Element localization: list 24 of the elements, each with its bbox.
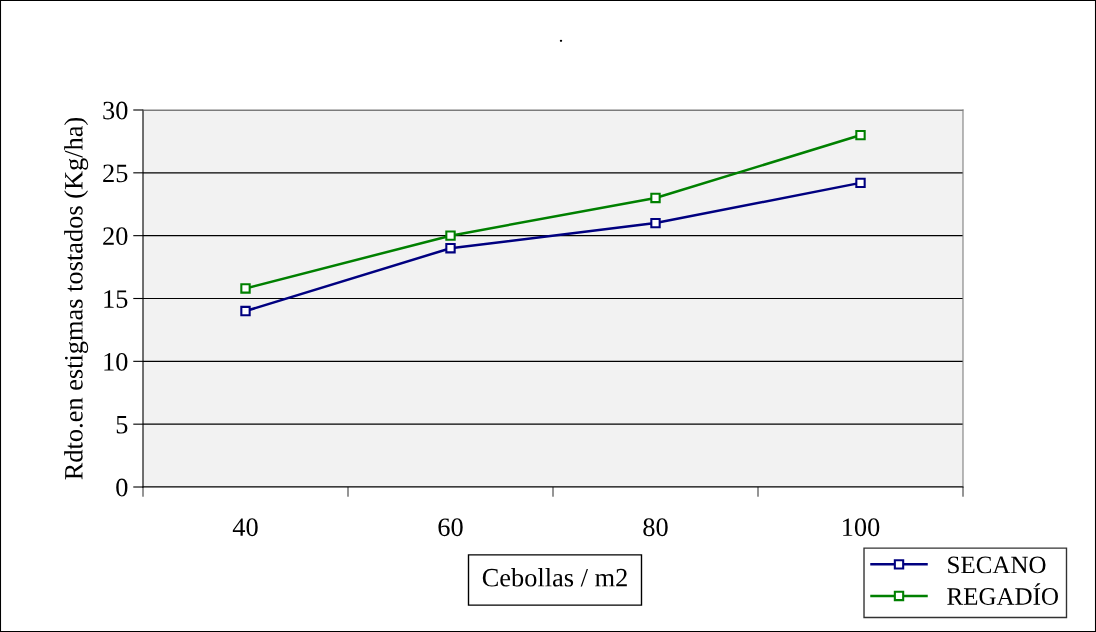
chart-title: . xyxy=(559,39,563,42)
point xyxy=(855,177,866,189)
legend-label: REGADÍO xyxy=(947,583,1058,605)
y-tick-label: 5 xyxy=(116,416,128,434)
y-tick-label: 30 xyxy=(103,101,128,120)
point xyxy=(240,305,251,317)
point xyxy=(650,192,661,204)
point xyxy=(445,230,456,241)
y-tick-label: 10 xyxy=(104,352,128,371)
legend-label: SECANO xyxy=(948,556,1046,574)
x-tick-label: 100 xyxy=(843,518,880,537)
point xyxy=(240,283,251,294)
y-tick-label: 15 xyxy=(104,290,128,308)
y-tick-label: 0 xyxy=(116,478,128,497)
x-tick-label: 60 xyxy=(438,518,463,537)
point xyxy=(445,243,456,254)
y-tick-label: 20 xyxy=(103,227,128,246)
x-tick-label: 80 xyxy=(643,518,668,537)
x-axis-title: Cebollas / m2 xyxy=(482,568,627,587)
x-tick-label: 40 xyxy=(232,518,258,537)
y-tick-label: 25 xyxy=(103,164,128,183)
y-axis-title: Rdto.en estigmas tostados (Kg/ha) xyxy=(64,117,89,480)
point xyxy=(855,129,866,141)
point xyxy=(650,217,661,229)
